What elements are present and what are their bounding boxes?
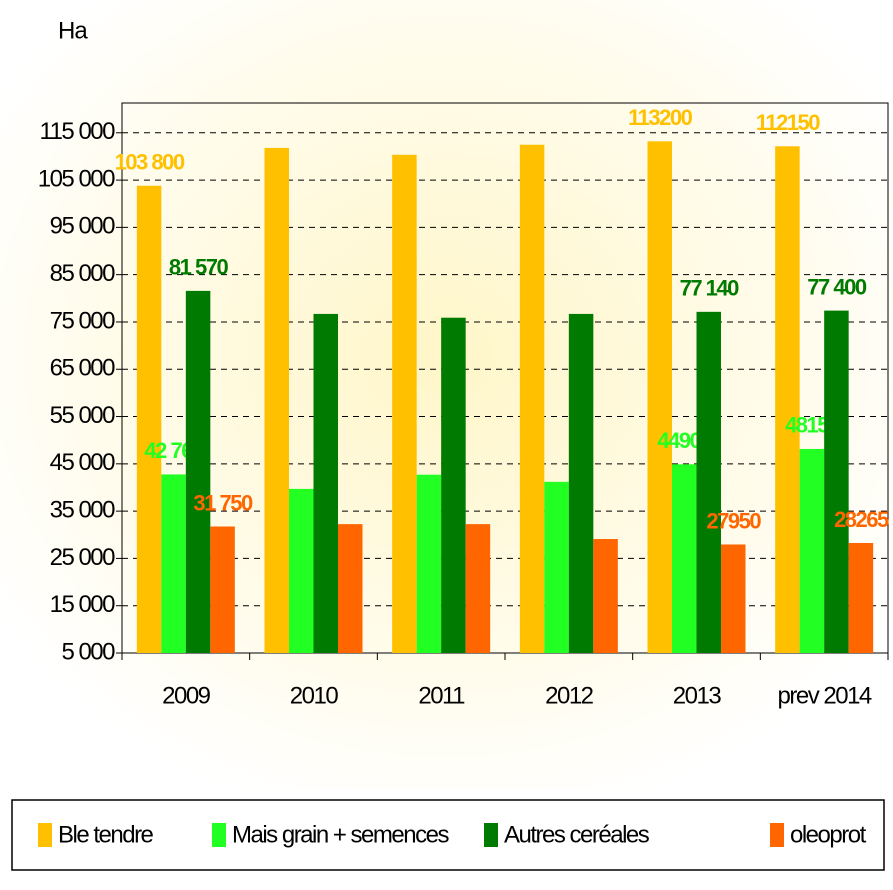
y-tick-label: 15 000: [50, 591, 116, 618]
legend-label: Ble tendre: [58, 821, 154, 848]
chart-title: Ha: [58, 17, 88, 44]
x-tick-label: 2012: [545, 682, 594, 709]
legend-swatch: [770, 823, 784, 847]
value-label: 77 400: [807, 274, 867, 299]
bar: [775, 146, 800, 653]
y-tick-label: 95 000: [50, 213, 116, 240]
y-tick-label: 105 000: [38, 165, 115, 192]
bar: [647, 141, 672, 654]
bar: [672, 464, 697, 653]
y-tick-label: 45 000: [50, 449, 116, 476]
legend-label: Mais grain + semences: [232, 821, 449, 848]
bar: [465, 524, 491, 653]
x-tick-label: 2010: [290, 682, 339, 709]
bar: [313, 313, 338, 653]
y-tick-label: 35 000: [50, 496, 116, 523]
bar: [519, 144, 545, 654]
legend-swatch: [38, 823, 52, 847]
y-tick-label: 85 000: [50, 260, 116, 287]
value-label: 31 750: [193, 490, 253, 515]
legend-swatch: [212, 823, 226, 847]
bar: [721, 544, 746, 653]
y-tick-label: 55 000: [50, 402, 116, 429]
legend-label: oleoprot: [790, 821, 867, 848]
plot-frame: [121, 102, 889, 653]
value-label: 27950: [706, 508, 761, 533]
y-tick-label: 115 000: [40, 118, 116, 145]
bar: [593, 539, 618, 653]
bar: [136, 185, 162, 653]
legend-label: Autres ceréales: [504, 821, 650, 848]
bar: [289, 488, 314, 653]
legend-box: [11, 799, 885, 871]
y-tick-label: 25 000: [50, 544, 116, 571]
bar: [799, 448, 825, 653]
legend-swatch: [484, 823, 498, 847]
bar: [264, 147, 289, 653]
bar: [392, 154, 417, 653]
value-label: 77 140: [680, 276, 740, 301]
bar: [568, 313, 594, 653]
value-label: 81 570: [169, 255, 229, 280]
bar: [185, 290, 211, 653]
x-tick-label: 2009: [162, 682, 211, 709]
value-label: 112150: [756, 110, 820, 135]
bar: [544, 481, 569, 653]
bar: [696, 311, 721, 653]
bar: [161, 474, 186, 653]
x-tick-label: 2011: [418, 682, 465, 709]
bar: [210, 526, 235, 653]
value-label: 103 800: [115, 150, 185, 175]
y-tick-label: 65 000: [50, 355, 116, 382]
bar: [416, 474, 442, 653]
value-label: 28265: [834, 507, 889, 532]
value-label: 113200: [628, 105, 692, 130]
bar: [848, 542, 874, 653]
y-tick-label: 5 000: [61, 638, 115, 665]
x-tick-label: 2013: [673, 682, 722, 709]
bar: [441, 317, 466, 653]
x-tick-label: prev 2014: [778, 682, 872, 709]
bar: [338, 524, 363, 653]
bar: [824, 310, 849, 653]
y-tick-label: 75 000: [50, 307, 116, 334]
